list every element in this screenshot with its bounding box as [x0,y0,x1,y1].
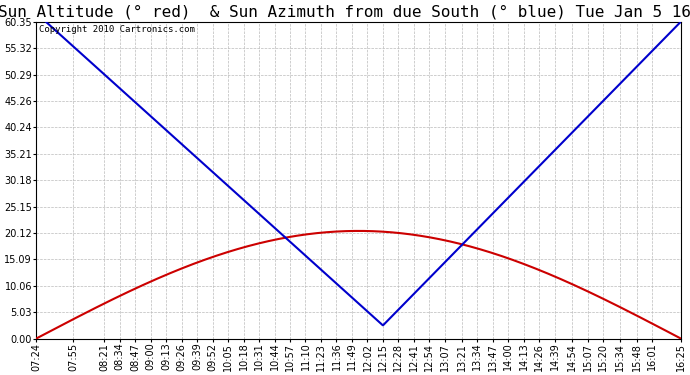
Title: Sun Altitude (° red)  & Sun Azimuth from due South (° blue) Tue Jan 5 16:38: Sun Altitude (° red) & Sun Azimuth from … [0,4,690,19]
Text: Copyright 2010 Cartronics.com: Copyright 2010 Cartronics.com [39,25,195,34]
